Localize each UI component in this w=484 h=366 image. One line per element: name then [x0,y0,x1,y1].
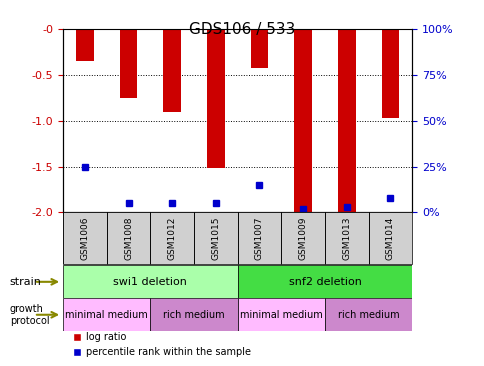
FancyBboxPatch shape [237,265,411,298]
Text: GSM1013: GSM1013 [342,216,350,259]
Text: GSM1009: GSM1009 [298,216,307,259]
Bar [381,29,398,118]
FancyBboxPatch shape [63,298,150,331]
Bar [163,29,181,112]
Legend: log ratio, percentile rank within the sample: log ratio, percentile rank within the sa… [68,329,255,361]
Text: GDS106 / 533: GDS106 / 533 [189,22,295,37]
Text: GSM1012: GSM1012 [167,216,176,259]
FancyBboxPatch shape [194,212,237,264]
FancyBboxPatch shape [106,212,150,264]
FancyBboxPatch shape [324,298,411,331]
Bar [294,29,311,212]
FancyBboxPatch shape [281,212,324,264]
Text: GSM1008: GSM1008 [124,216,133,259]
Text: GSM1014: GSM1014 [385,216,394,259]
Text: GSM1015: GSM1015 [211,216,220,259]
FancyBboxPatch shape [237,298,324,331]
Text: minimal medium: minimal medium [65,310,148,320]
FancyBboxPatch shape [63,212,106,264]
Text: rich medium: rich medium [163,310,225,320]
FancyBboxPatch shape [237,212,281,264]
FancyBboxPatch shape [368,212,411,264]
Bar [120,29,137,98]
Text: growth
protocol: growth protocol [10,304,49,326]
Bar [337,29,355,212]
Text: strain: strain [10,277,42,287]
FancyBboxPatch shape [63,265,237,298]
Text: snf2 deletion: snf2 deletion [288,277,361,287]
Text: rich medium: rich medium [337,310,399,320]
FancyBboxPatch shape [150,212,194,264]
FancyBboxPatch shape [324,212,368,264]
Text: GSM1006: GSM1006 [80,216,89,259]
Bar [250,29,268,68]
Text: minimal medium: minimal medium [240,310,322,320]
Bar [76,29,93,61]
Text: swi1 deletion: swi1 deletion [113,277,187,287]
FancyBboxPatch shape [150,298,237,331]
Bar [207,29,224,168]
Text: GSM1007: GSM1007 [255,216,263,259]
